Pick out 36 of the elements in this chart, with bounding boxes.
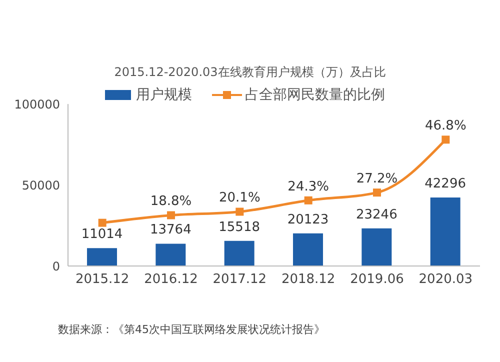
point [304,196,312,204]
bar [224,240,254,266]
data-label: 18.8% [150,194,192,210]
bar [87,248,117,266]
data-label: 27.2% [356,172,398,187]
legend-label: 占全部网民数量的比例 [244,86,385,104]
data-label: 20123 [287,212,329,228]
data-label: 11014 [81,227,123,242]
bar [430,197,460,266]
x-tick-label: 2017.12 [212,272,267,288]
data-label: 24.3% [288,179,329,194]
source-note: 数据来源：《第45次中国互联网络发展状况统计报告》 [58,322,326,337]
x-tick-label: 2020.03 [418,272,473,288]
point [98,218,106,227]
x-tick-label: 2019.06 [350,272,404,288]
data-label: 20.1% [219,190,260,206]
chart-title: 2015.12-2020.03在线教育用户规模（万）及占比 [113,64,387,81]
y-tick-label: 50000 [22,178,60,192]
bar [293,233,323,266]
point [236,208,244,216]
x-tick-label: 2018.12 [281,272,336,288]
x-tick-label: 2015.12 [75,272,130,288]
y-tick-label: 100000 [14,97,60,112]
bar [156,244,186,266]
y-tick-label: 0 [52,259,60,274]
point [167,211,175,220]
bar [362,228,392,266]
data-label: 42296 [424,176,466,192]
data-label: 13764 [150,222,192,238]
point [373,188,381,197]
data-label: 15518 [218,220,260,235]
legend-label: 用户规模 [135,86,192,104]
point [442,136,450,144]
data-label: 46.8% [425,118,466,134]
x-tick-label: 2016.12 [144,272,198,288]
data-label: 23246 [356,207,398,222]
